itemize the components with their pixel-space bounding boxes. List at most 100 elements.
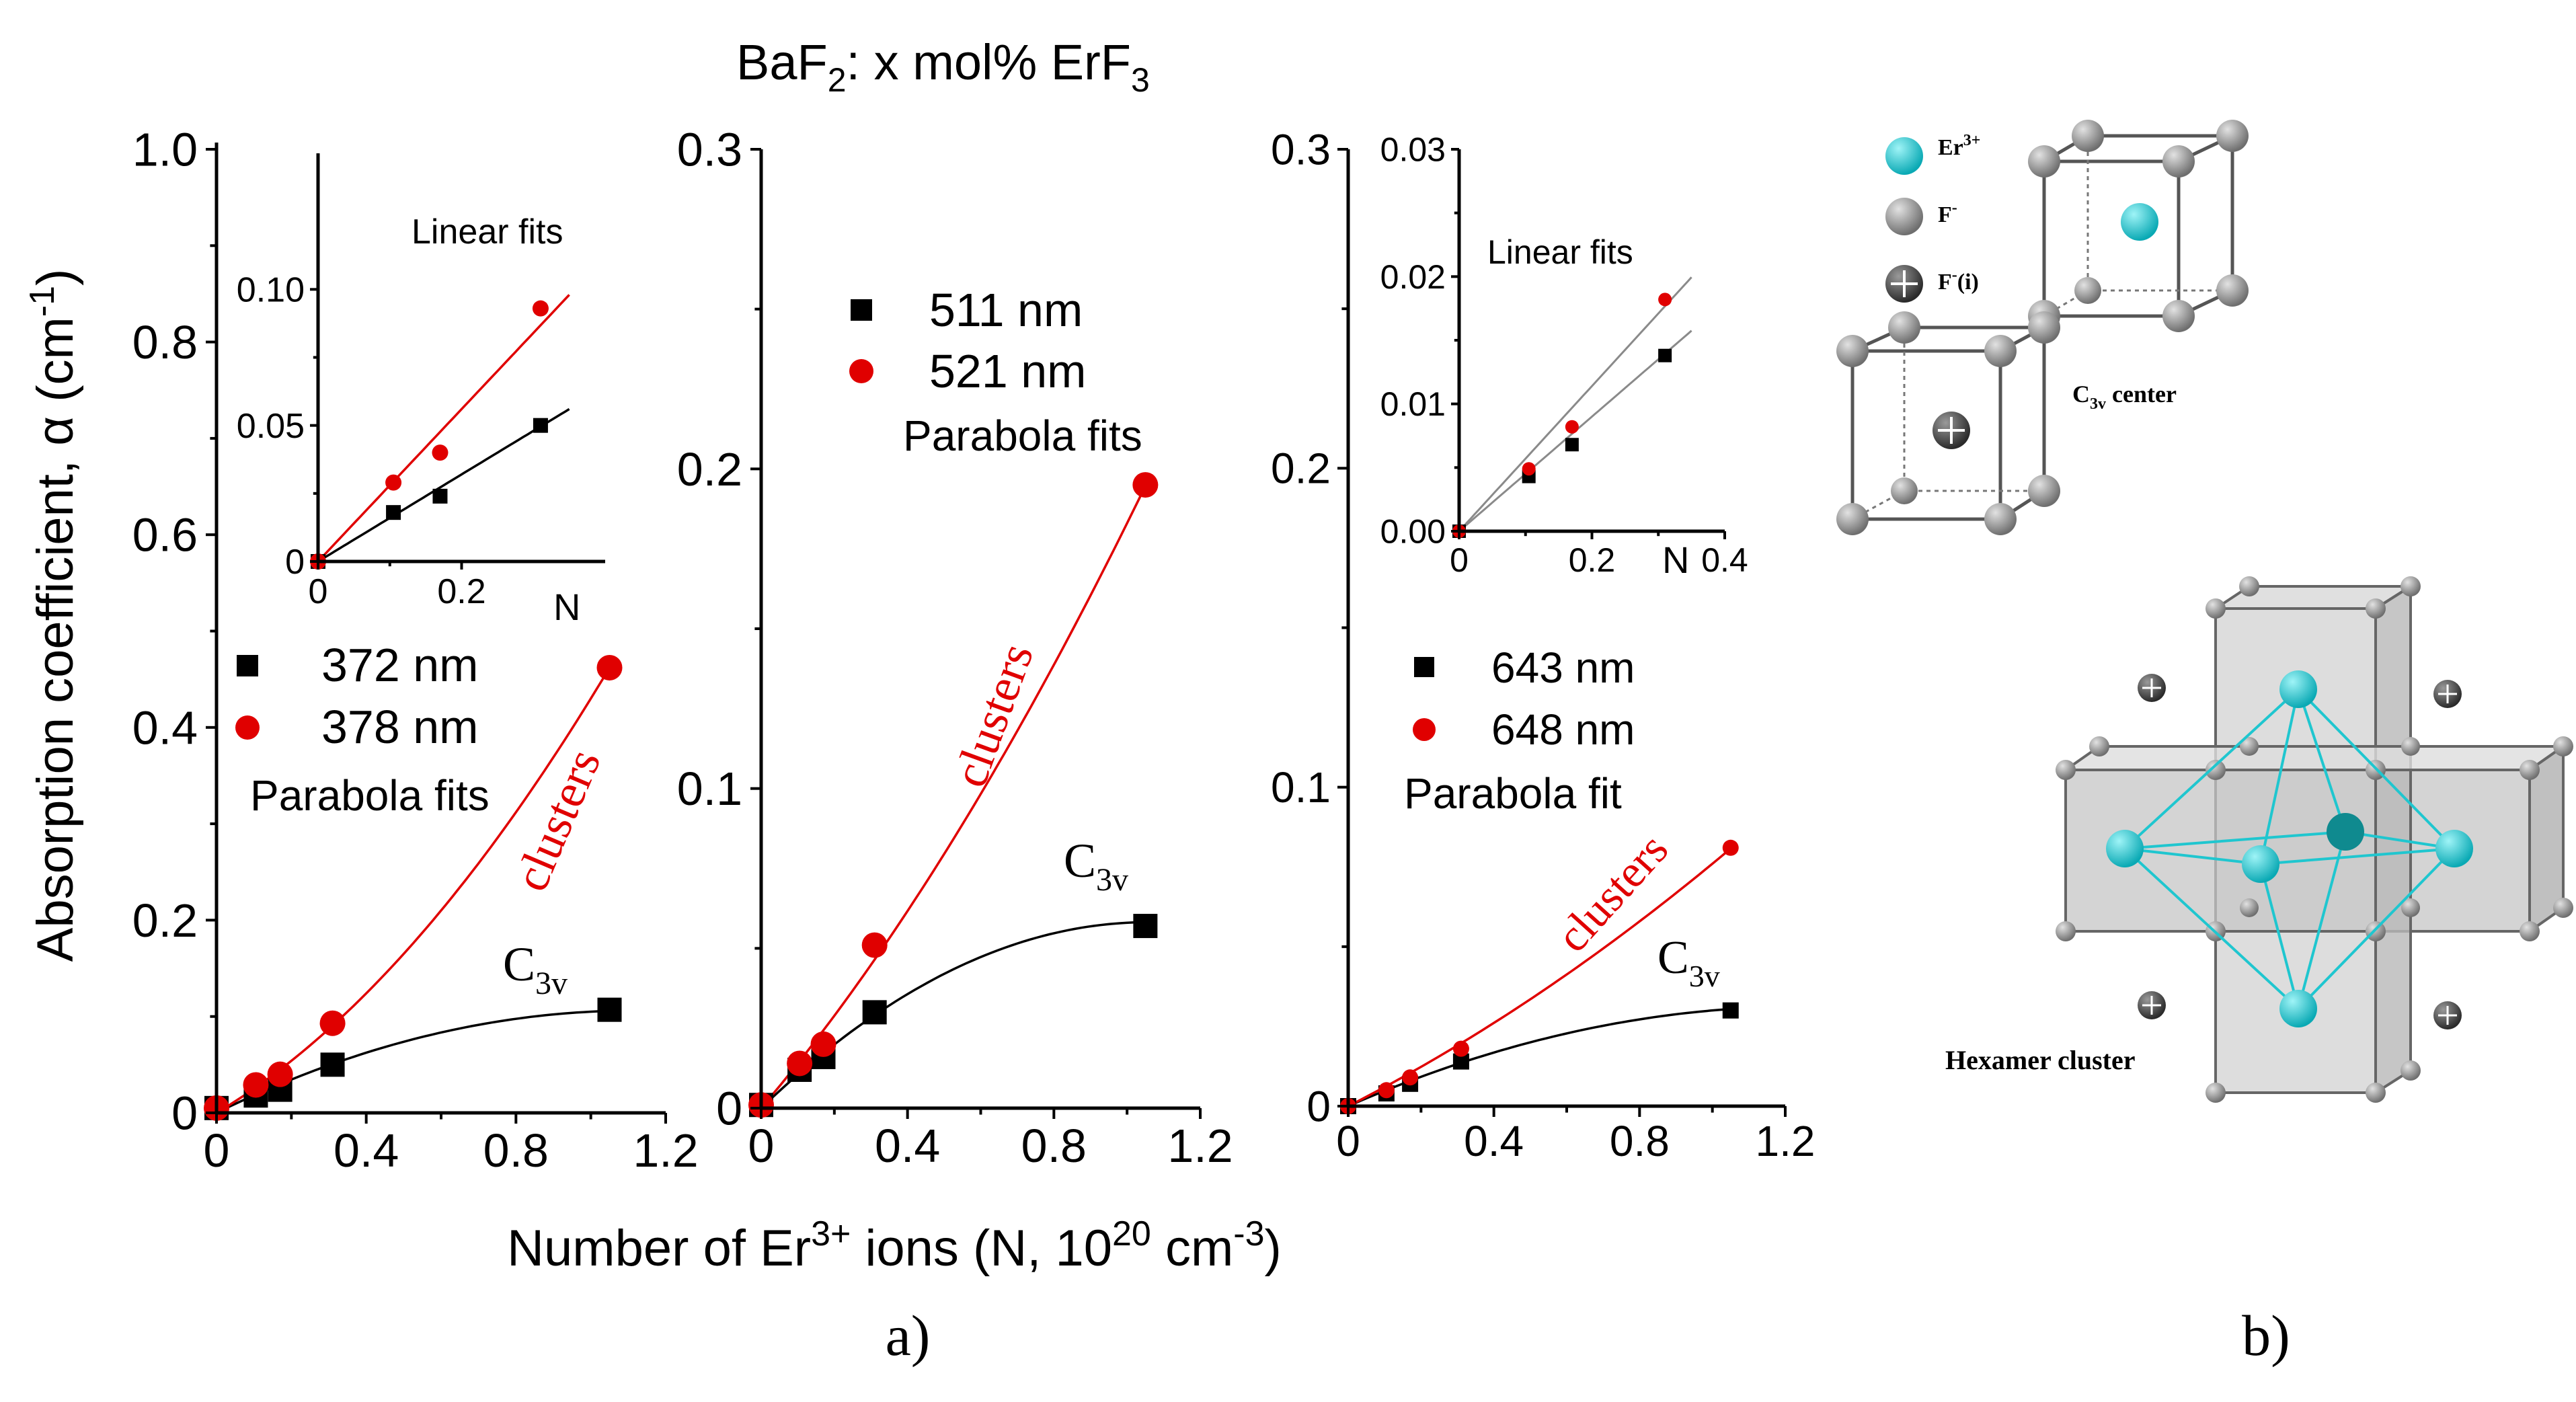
legend-marker-521nm [849, 359, 873, 383]
right-y-tick-label: 0.1 [1271, 763, 1331, 812]
inset-left-point-378-nm [432, 444, 448, 461]
inset-right-fit-648-nm [1458, 276, 1692, 533]
left-point-378-nm [267, 1061, 293, 1087]
legend-label-643nm: 643 nm [1491, 644, 1635, 692]
clusters-annotation-left: clusters [504, 742, 611, 899]
inset-right-point-648-nm [1658, 293, 1672, 307]
chart-middle: 0 0.4 0.8 1.2 0 0.1 0.2 0.3 511 nm 521 nm Parab… [677, 124, 1233, 1173]
inset-left-fit-372-nm [317, 407, 570, 563]
left-y-tick-label: 0.8 [132, 316, 198, 368]
legend-fit-label-middle: Parabola fits [903, 412, 1142, 460]
legend-label-648nm: 648 nm [1491, 705, 1635, 754]
right-y-tick-label: 0 [1306, 1082, 1331, 1130]
inset-left-point-372-nm [386, 505, 401, 520]
left-y-tick-label: 0 [171, 1087, 198, 1140]
inset-right-title: Linear fits [1487, 233, 1633, 271]
middle-x-tick-label: 0.8 [1021, 1120, 1087, 1172]
right-x-tick-label: 0.8 [1610, 1117, 1670, 1165]
middle-y-tick-label: 0.2 [677, 443, 742, 496]
legend-fit-label-right: Parabola fit [1404, 769, 1622, 818]
panel-label-b: b) [2242, 1303, 2290, 1368]
inset-right-xlabel: N [1662, 539, 1689, 581]
chart-right: 0 0.4 0.8 1.2 0 0.1 0.2 0.3 643 nm 648 nm Parab… [1271, 125, 1815, 1165]
inset-left-xlabel: N [553, 586, 580, 628]
er-ion-legend-label: Er3+ [1938, 132, 1980, 160]
left-x-tick-label: 0.8 [483, 1124, 549, 1177]
middle-fit-521-nm [760, 485, 1146, 1109]
f-interstitial-ion [1933, 412, 1970, 449]
x-axis-label: Number of Er3+ ions (N, 1020 cm-3) [507, 1214, 1282, 1277]
middle-point-521-nm [1132, 472, 1159, 498]
legend-marker-511nm [851, 299, 872, 321]
inset-left: 0 0.2 0 0.05 0.10 Linear fits N [237, 153, 605, 628]
legend-label-372nm: 372 nm [321, 639, 478, 691]
left-x-tick-label: 0.4 [334, 1124, 399, 1177]
c3v-annotation-middle: C3v [1064, 834, 1128, 898]
inset-right-y-tick-label: 0.03 [1380, 131, 1446, 169]
f-interstitial-ions-hexamer [2138, 674, 2462, 1029]
inset-left-point-372-nm [432, 488, 448, 504]
inset-left-y-tick-label: 0.10 [237, 271, 305, 310]
left-x-tick-label: 1.2 [633, 1124, 698, 1177]
middle-point-511-nm [1133, 914, 1158, 939]
er-hexamer-ions [2106, 670, 2473, 1027]
inset-left-fit-378-nm [317, 294, 570, 563]
f-ion-legend-icon [1885, 198, 1923, 235]
middle-point-521-nm [787, 1050, 813, 1077]
middle-point-521-nm [810, 1031, 836, 1057]
legend-marker-372nm [237, 655, 258, 676]
inset-right-x-tick-label: 0 [1450, 541, 1469, 579]
c3v-center-label: C3v center [2072, 381, 2177, 413]
inset-left-y-tick-label: 0 [285, 543, 305, 582]
left-y-tick-label: 0.6 [132, 509, 198, 561]
legend-fit-label-left: Parabola fits [250, 771, 490, 820]
middle-point-511-nm [862, 1000, 887, 1025]
inset-right-y-tick-label: 0.01 [1380, 385, 1446, 423]
legend-marker-378nm [235, 715, 260, 740]
right-x-tick-label: 0.4 [1464, 1117, 1524, 1165]
legend-label-511nm: 511 nm [929, 284, 1083, 336]
hexamer-cluster-diagram [2056, 576, 2573, 1103]
inset-right-point-648-nm [1522, 462, 1536, 476]
inset-right-x-tick-label: 0.2 [1569, 541, 1616, 579]
left-point-378-nm [596, 654, 623, 680]
right-point-648-nm [1402, 1069, 1419, 1086]
left-point-378-nm [319, 1010, 346, 1036]
inset-right-x-tick-label: 0.4 [1701, 541, 1748, 579]
f-ion-legend-label: F- [1938, 199, 1957, 227]
figure-title: BaF2: x mol% ErF3 [736, 34, 1150, 99]
right-y-tick-label: 0.3 [1271, 125, 1331, 173]
inset-left-x-tick-label: 0.2 [437, 572, 485, 611]
right-point-643-nm [1722, 1002, 1739, 1019]
inset-left-y-tick-label: 0.05 [237, 407, 305, 446]
right-x-tick-label: 0 [1336, 1117, 1360, 1165]
left-x-tick-label: 0 [204, 1124, 230, 1177]
right-point-648-nm [1722, 839, 1739, 856]
inset-left-point-378-nm [385, 474, 402, 491]
left-y-tick-label: 0.2 [132, 894, 198, 947]
er-ion [2121, 203, 2158, 241]
inset-right: 0 0.2 0.4 0.00 0.01 0.02 0.03 Linear fits N [1380, 131, 1748, 582]
legend-marker-648nm [1413, 718, 1436, 741]
er-ion-legend-icon [1885, 137, 1923, 175]
inset-right-point-648-nm [1565, 420, 1579, 434]
legend-label-521nm: 521 nm [929, 345, 1086, 397]
right-point-648-nm [1452, 1040, 1469, 1057]
right-y-tick-label: 0.2 [1271, 444, 1331, 493]
left-point-378-nm [243, 1072, 269, 1098]
chart-left: 0 0.4 0.8 1.2 0 0.2 0.4 0.6 0.8 1.0 372 nm 378 nm… [132, 124, 699, 1177]
left-point-372-nm [597, 997, 622, 1022]
middle-fit-511-nm [760, 921, 1146, 1109]
inset-right-y-tick-label: 0.02 [1380, 258, 1446, 296]
inset-right-y-tick-label: 0.00 [1380, 513, 1446, 551]
middle-y-tick-label: 0 [716, 1083, 742, 1135]
left-y-tick-label: 1.0 [132, 124, 198, 176]
c3v-annotation-right: C3v [1657, 932, 1720, 993]
left-y-tick-label: 0.4 [132, 701, 198, 754]
legend-marker-643nm [1414, 657, 1434, 677]
c3v-annotation-left: C3v [503, 937, 568, 1001]
right-point-648-nm [1378, 1082, 1395, 1099]
middle-x-tick-label: 0.4 [875, 1120, 940, 1172]
hexamer-cluster-label: Hexamer cluster [1945, 1045, 2135, 1075]
